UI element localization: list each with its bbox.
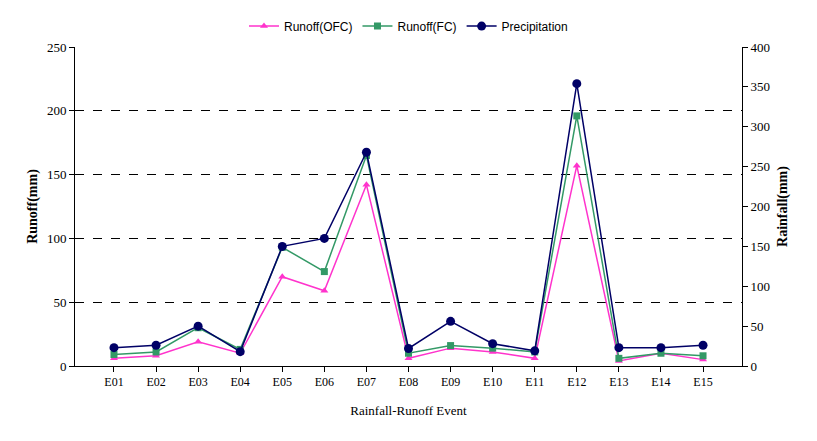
svg-text:250: 250: [751, 159, 771, 174]
svg-text:50: 50: [53, 295, 66, 310]
svg-text:E14: E14: [651, 375, 670, 389]
svg-text:150: 150: [751, 239, 771, 254]
svg-text:50: 50: [751, 319, 764, 334]
svg-text:Rainfall-Runoff Event: Rainfall-Runoff Event: [350, 403, 467, 418]
svg-text:Rainfall(mm): Rainfall(mm): [775, 166, 791, 247]
svg-text:Runoff(mm): Runoff(mm): [25, 169, 41, 244]
svg-text:E12: E12: [567, 375, 586, 389]
svg-text:E10: E10: [483, 375, 502, 389]
svg-text:Runoff(OFC): Runoff(OFC): [284, 20, 352, 34]
svg-text:300: 300: [751, 119, 771, 134]
svg-text:200: 200: [47, 103, 67, 118]
svg-text:E04: E04: [231, 375, 250, 389]
svg-text:E06: E06: [315, 375, 334, 389]
svg-text:400: 400: [751, 40, 771, 55]
svg-text:100: 100: [751, 279, 771, 294]
svg-text:E15: E15: [693, 375, 712, 389]
svg-text:250: 250: [47, 40, 67, 55]
svg-text:E02: E02: [146, 375, 165, 389]
svg-text:Precipitation: Precipitation: [502, 20, 568, 34]
svg-text:E13: E13: [609, 375, 628, 389]
svg-text:150: 150: [47, 167, 67, 182]
svg-text:E01: E01: [104, 375, 123, 389]
svg-text:0: 0: [60, 359, 67, 374]
svg-text:E05: E05: [273, 375, 292, 389]
svg-text:E11: E11: [525, 375, 544, 389]
svg-text:350: 350: [751, 79, 771, 94]
svg-text:Runoff(FC): Runoff(FC): [397, 20, 456, 34]
svg-text:100: 100: [47, 231, 67, 246]
svg-text:E03: E03: [188, 375, 207, 389]
svg-text:E08: E08: [399, 375, 418, 389]
svg-text:E07: E07: [357, 375, 376, 389]
svg-text:200: 200: [751, 199, 771, 214]
svg-text:0: 0: [751, 359, 758, 374]
svg-text:E09: E09: [441, 375, 460, 389]
